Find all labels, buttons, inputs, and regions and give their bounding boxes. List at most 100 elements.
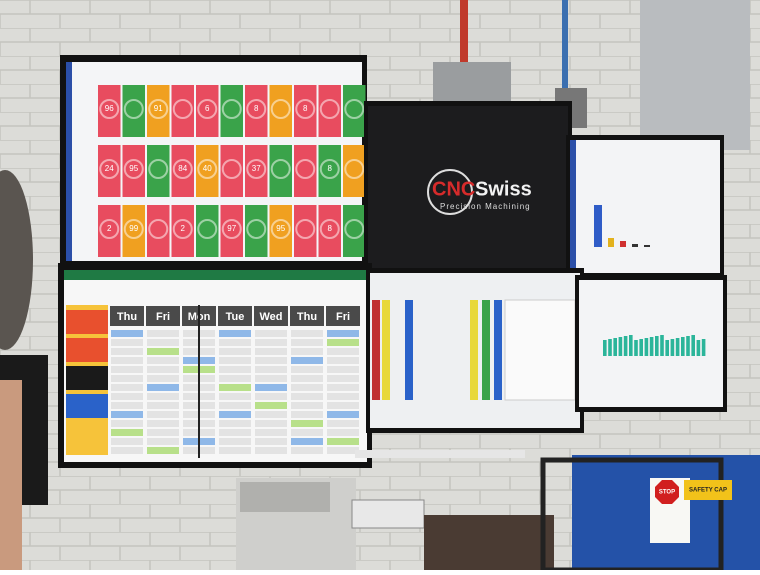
day-header bbox=[290, 306, 324, 326]
schedule-cell bbox=[255, 402, 287, 409]
trend-bar bbox=[660, 335, 664, 356]
schedule-cell bbox=[219, 447, 251, 454]
schedule-cell bbox=[327, 447, 359, 454]
trend-bar bbox=[675, 338, 680, 356]
schedule-cell bbox=[327, 339, 359, 346]
trend-bar bbox=[629, 335, 633, 356]
gauge-value: 99 bbox=[129, 224, 138, 233]
duct bbox=[640, 0, 750, 150]
gauge-ring bbox=[295, 219, 316, 239]
schedule-cell bbox=[291, 420, 323, 427]
schedule-cell bbox=[219, 429, 251, 436]
schedule-cell bbox=[291, 393, 323, 400]
gauge-ring bbox=[246, 219, 267, 239]
schedule-cell bbox=[111, 330, 143, 337]
schedule-cell bbox=[147, 420, 179, 427]
schedule-cell bbox=[111, 366, 143, 373]
schedule-cell bbox=[111, 438, 143, 445]
gauge-value: 2 bbox=[107, 224, 112, 233]
gauge-value: 95 bbox=[129, 164, 138, 173]
gauge-ring bbox=[270, 99, 291, 119]
schedule-cell bbox=[291, 402, 323, 409]
bar bbox=[644, 245, 650, 247]
screen-logo bbox=[368, 106, 568, 268]
schedule-cell bbox=[147, 330, 179, 337]
day-header bbox=[254, 306, 288, 326]
schedule-cell bbox=[291, 348, 323, 355]
schedule-cell bbox=[111, 339, 143, 346]
gauge-ring bbox=[99, 219, 120, 239]
gauge-ring bbox=[148, 219, 169, 239]
schedule-cell bbox=[219, 366, 251, 373]
day-label: Thu bbox=[117, 311, 137, 323]
schedule-cell bbox=[219, 348, 251, 355]
trend-bar bbox=[670, 339, 675, 356]
gauge-value: 96 bbox=[105, 104, 114, 113]
sidebar bbox=[570, 140, 576, 273]
trend-bar bbox=[665, 340, 669, 356]
schedule-cell bbox=[291, 429, 323, 436]
day-header bbox=[326, 306, 360, 326]
schedule-cell bbox=[255, 393, 287, 400]
schedule-cell bbox=[291, 339, 323, 346]
gauge-value: 6 bbox=[205, 104, 210, 113]
schedule-cell bbox=[291, 357, 323, 364]
schedule-cell bbox=[255, 366, 287, 373]
schedule-grid: ThuFriMonTueWedThuFri bbox=[66, 305, 360, 458]
schedule-cell bbox=[291, 375, 323, 382]
teal-bars bbox=[603, 335, 706, 356]
schedule-cell bbox=[327, 429, 359, 436]
schedule-cell bbox=[291, 384, 323, 391]
gauge-ring bbox=[295, 99, 316, 119]
sheet-body bbox=[504, 299, 576, 401]
bar bbox=[620, 241, 626, 247]
schedule-cell bbox=[147, 375, 179, 382]
employee-cell bbox=[66, 310, 108, 334]
schedule-cell bbox=[255, 339, 287, 346]
logo-brand-b: Swiss bbox=[475, 178, 532, 200]
status-column bbox=[405, 300, 413, 400]
schedule-cell bbox=[219, 375, 251, 382]
day-label: Thu bbox=[297, 311, 317, 323]
schedule-cell bbox=[255, 438, 287, 445]
printer-tray bbox=[240, 482, 330, 512]
schedule-cell bbox=[219, 339, 251, 346]
status-column bbox=[382, 300, 390, 400]
day-label: Fri bbox=[156, 311, 170, 323]
schedule-cell bbox=[111, 393, 143, 400]
schedule-cell bbox=[255, 429, 287, 436]
schedule-cell bbox=[327, 366, 359, 373]
gauge-value: 40 bbox=[203, 164, 212, 173]
trend-bar bbox=[603, 340, 607, 356]
schedule-cell bbox=[147, 339, 179, 346]
employee-cell bbox=[66, 366, 108, 390]
sidebar bbox=[66, 62, 72, 261]
gauge-value: 84 bbox=[178, 164, 187, 173]
trend-bar bbox=[686, 336, 690, 356]
gauge-ring bbox=[197, 159, 218, 179]
schedule-cell bbox=[219, 393, 251, 400]
gauge-value: 95 bbox=[276, 224, 285, 233]
gauge-ring bbox=[197, 219, 218, 239]
schedule-cell bbox=[111, 447, 143, 454]
gauge-ring bbox=[270, 219, 291, 239]
gauge-ring bbox=[246, 159, 267, 179]
schedule-cell bbox=[327, 402, 359, 409]
schedule-cell bbox=[327, 420, 359, 427]
trend-bar bbox=[655, 336, 659, 356]
trend-bar bbox=[613, 338, 617, 356]
trend-bar bbox=[691, 335, 695, 356]
trend-bar bbox=[608, 339, 612, 356]
trend-bar bbox=[644, 338, 649, 356]
schedule-cell bbox=[327, 348, 359, 355]
employee-cell bbox=[66, 338, 108, 362]
gauge-ring bbox=[246, 99, 267, 119]
gauge-value: 8 bbox=[328, 164, 333, 173]
employee-cell bbox=[66, 422, 108, 446]
schedule-cell bbox=[111, 384, 143, 391]
gauge-value: 37 bbox=[252, 164, 261, 173]
gauge-ring bbox=[319, 219, 340, 239]
status-columns bbox=[372, 299, 576, 401]
status-column bbox=[372, 300, 380, 400]
bar bbox=[594, 205, 602, 247]
